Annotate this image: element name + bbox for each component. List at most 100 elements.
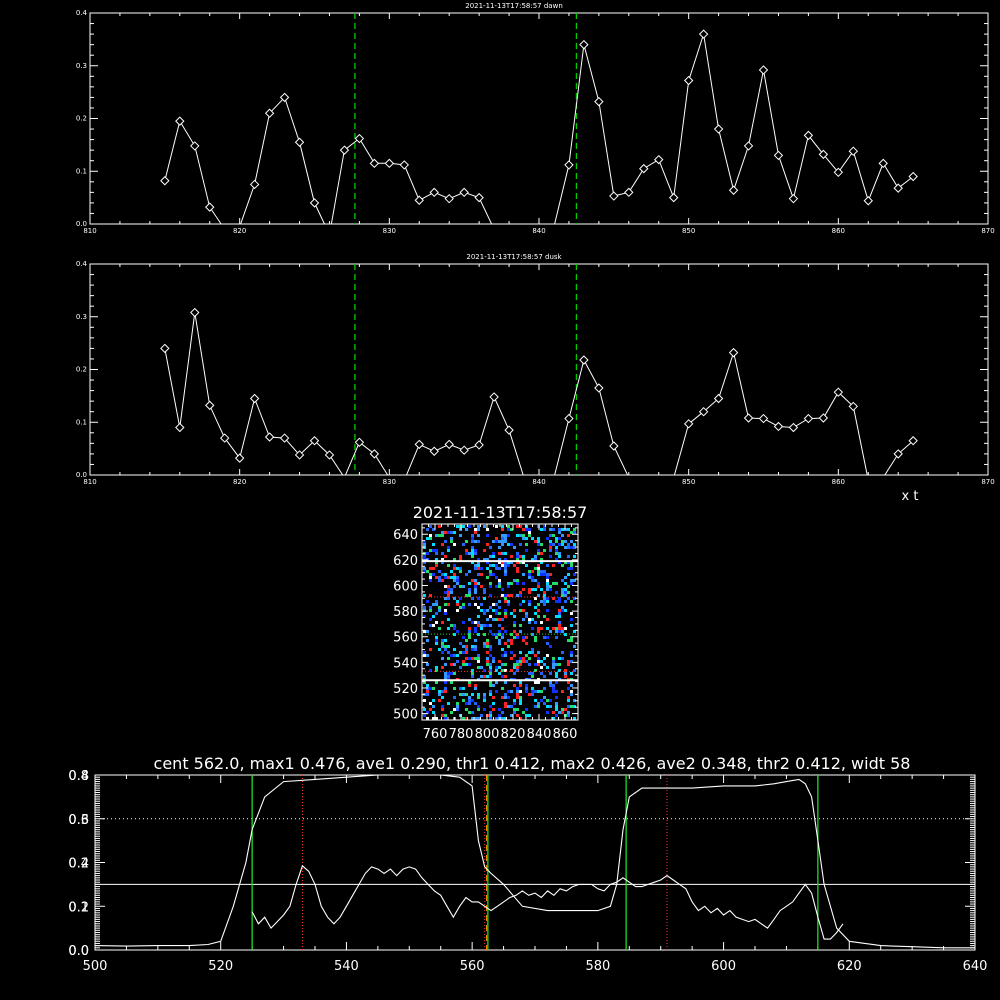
heatmap-cell xyxy=(477,633,480,636)
heatmap-cell xyxy=(432,717,435,720)
heatmap-cell xyxy=(441,657,444,660)
heatmap-cell xyxy=(495,666,498,669)
heatmap-cell xyxy=(528,528,531,531)
heatmap-cell xyxy=(489,654,492,657)
heatmap-cell xyxy=(501,717,504,720)
heatmap-cell xyxy=(495,681,498,684)
heatmap-cell xyxy=(570,600,573,603)
heatmap-cell xyxy=(456,708,459,711)
data-point xyxy=(190,141,200,151)
heatmap-cell xyxy=(492,552,495,555)
heatmap-cell xyxy=(498,606,501,609)
heatmap-cell xyxy=(552,684,555,687)
heatmap-cell xyxy=(468,711,471,714)
heatmap-cell xyxy=(426,552,429,555)
heatmap-cell xyxy=(531,633,534,636)
x-tick-label: 620 xyxy=(837,959,862,974)
heatmap-cell xyxy=(429,648,432,651)
heatmap-cell xyxy=(423,714,426,717)
heatmap-cell xyxy=(552,657,555,660)
heatmap-cell xyxy=(567,585,570,588)
heatmap-cell xyxy=(555,705,558,708)
heatmap-cell xyxy=(507,564,510,567)
heatmap-cell xyxy=(552,660,555,663)
heatmap-cell xyxy=(447,591,450,594)
heatmap-cell xyxy=(492,708,495,711)
heatmap-cell xyxy=(468,681,471,684)
heatmap-cell xyxy=(450,663,453,666)
y-tick-label: 580 xyxy=(393,605,418,620)
heatmap-cell xyxy=(444,648,447,651)
heatmap-cell xyxy=(447,651,450,654)
heatmap-cell xyxy=(558,630,561,633)
heatmap-cell xyxy=(540,672,543,675)
heatmap-cell xyxy=(441,534,444,537)
heatmap-cell xyxy=(525,684,528,687)
heatmap-cell xyxy=(453,585,456,588)
heatmap-cell xyxy=(564,669,567,672)
heatmap-cell xyxy=(510,582,513,585)
heatmap-cell xyxy=(531,648,534,651)
heatmap-cell xyxy=(507,525,510,528)
heatmap-cell xyxy=(516,693,519,696)
heatmap-cell xyxy=(537,573,540,576)
heatmap-cell xyxy=(441,645,444,648)
heatmap-cell xyxy=(501,675,504,678)
data-point xyxy=(803,130,814,141)
heatmap-cell xyxy=(477,693,480,696)
data-point xyxy=(773,150,784,161)
heatmap-cell xyxy=(519,660,522,663)
heatmap-cell xyxy=(564,540,567,543)
heatmap-cell xyxy=(474,702,477,705)
heatmap-cell xyxy=(480,585,483,588)
heatmap-cell xyxy=(471,717,474,720)
heatmap-cell xyxy=(453,543,456,546)
heatmap-cell xyxy=(453,573,456,576)
heatmap-cell xyxy=(450,672,453,675)
heatmap-cell xyxy=(558,600,561,603)
heatmap-cell xyxy=(528,651,531,654)
heatmap-cell xyxy=(459,570,462,573)
heatmap-cell xyxy=(471,693,474,696)
heatmap-cell xyxy=(501,543,504,546)
heatmap-cell xyxy=(540,690,543,693)
heatmap-cell xyxy=(468,663,471,666)
heatmap-cell xyxy=(561,708,564,711)
data-point xyxy=(429,187,439,198)
heatmap-cell xyxy=(444,531,447,534)
heatmap-cell xyxy=(546,618,549,621)
heatmap-cell xyxy=(522,660,525,663)
heatmap-cell xyxy=(546,666,549,669)
heatmap-cell xyxy=(546,642,549,645)
heatmap-cell xyxy=(558,615,561,618)
heatmap-cell xyxy=(543,702,546,705)
y-tick-label: 0.4 xyxy=(68,857,89,872)
heatmap-cell xyxy=(450,570,453,573)
heatmap-cell xyxy=(531,672,534,675)
heatmap-cell xyxy=(441,708,444,711)
heatmap-cell xyxy=(468,657,471,660)
heatmap-cell xyxy=(447,531,450,534)
heatmap-cell xyxy=(447,576,450,579)
heatmap-cell xyxy=(468,696,471,699)
heatmap-cell xyxy=(486,561,489,564)
x-tick-label: 780 xyxy=(449,727,474,742)
heatmap-cell xyxy=(453,648,456,651)
x-tick-label: 520 xyxy=(208,959,233,974)
heatmap-cell xyxy=(489,606,492,609)
heatmap-cell xyxy=(507,585,510,588)
heatmap-cell xyxy=(453,672,456,675)
profile-line-secondary xyxy=(251,864,844,940)
heatmap-cell xyxy=(546,627,549,630)
heatmap-cell xyxy=(423,567,426,570)
heatmap-cell xyxy=(447,597,450,600)
heatmap-cell xyxy=(468,603,471,606)
heatmap-cell xyxy=(480,609,483,612)
heatmap-cell xyxy=(492,540,495,543)
heatmap-cell xyxy=(513,636,516,639)
heatmap-cell xyxy=(552,627,555,630)
heatmap-cell xyxy=(468,552,471,555)
heatmap-cell xyxy=(471,552,474,555)
data-point xyxy=(474,192,484,203)
y-tick-label: 0.1 xyxy=(76,167,87,175)
